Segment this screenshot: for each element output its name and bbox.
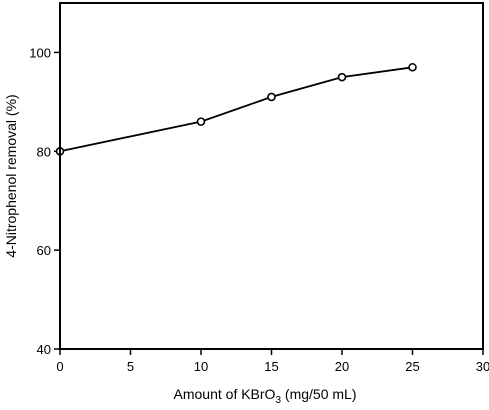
x-axis-label-main: Amount of KBrO — [174, 386, 276, 402]
x-axis-label-subscript: 3 — [275, 395, 281, 405]
data-point — [337, 72, 347, 82]
x-tick-label: 10 — [194, 359, 208, 374]
plot-frame — [59, 2, 484, 350]
data-point — [408, 62, 417, 72]
x-axis-label-suffix: (mg/50 mL) — [281, 386, 356, 402]
x-tick-label: 15 — [264, 359, 278, 374]
line-layer — [59, 66, 413, 153]
y-axis-label: 4-Nitrophenol removal (%) — [3, 94, 19, 257]
data-point — [196, 117, 206, 126]
x-axis-label: Amount of KBrO3 (mg/50 mL) — [174, 386, 357, 405]
series-line — [59, 66, 413, 153]
data-point — [267, 92, 276, 102]
y-tick-label: 100 — [29, 45, 51, 60]
y-tick-label: 40 — [37, 342, 51, 357]
x-tick-label: 30 — [476, 359, 489, 374]
x-tick-label: 25 — [405, 359, 419, 374]
x-tick-label: 0 — [56, 359, 63, 374]
ticks-layer: 0 5 10 15 20 25 30 40 60 80 100 — [29, 45, 489, 374]
x-tick-label: 20 — [335, 359, 349, 374]
y-tick-label: 80 — [37, 144, 51, 159]
x-tick-label: 5 — [127, 359, 134, 374]
y-tick-label: 60 — [37, 243, 51, 258]
